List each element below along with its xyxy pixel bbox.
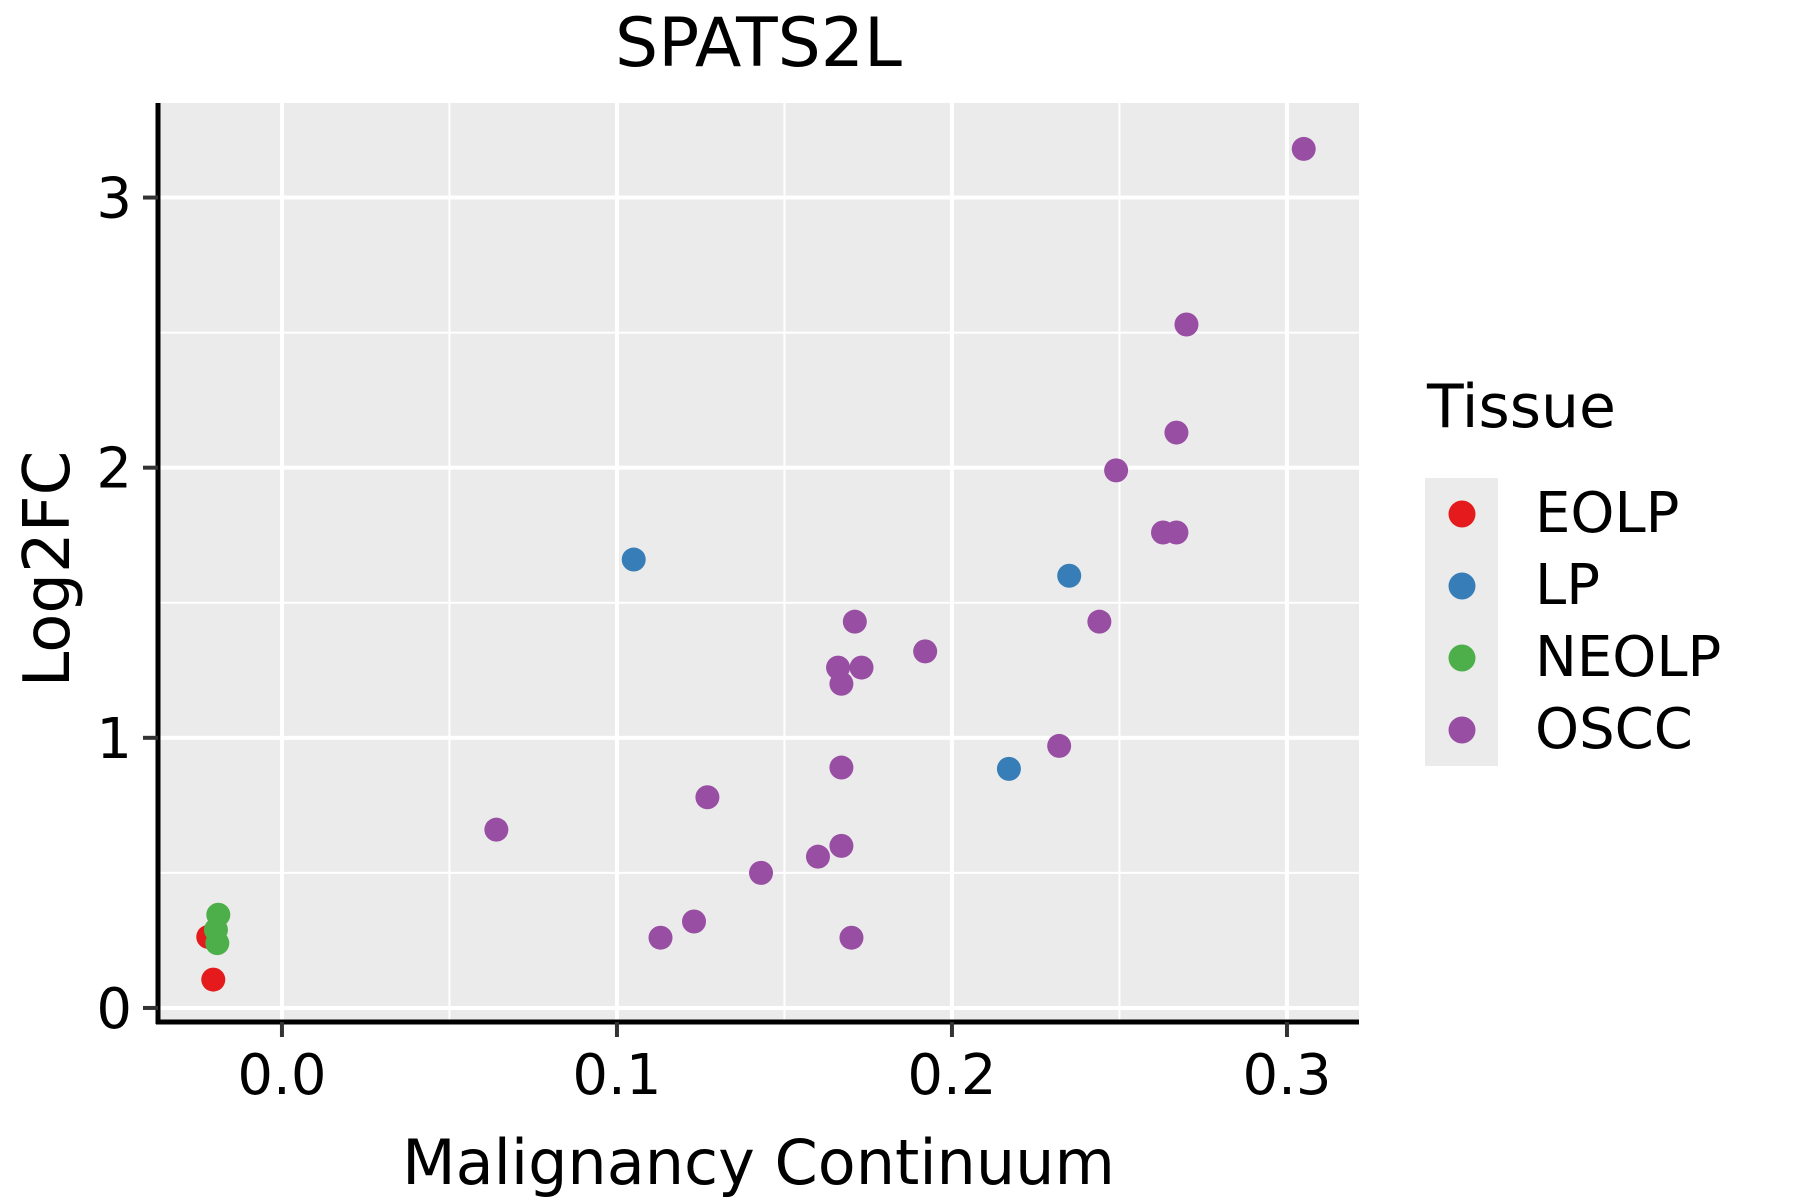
y-axis-title: Log2FC xyxy=(11,450,85,688)
data-point-OSCC xyxy=(484,817,509,842)
data-point-LP xyxy=(996,756,1021,781)
y-tick-label: 3 xyxy=(96,167,132,232)
data-point-OSCC xyxy=(695,785,720,810)
x-tick-label: 0.0 xyxy=(237,1043,326,1108)
legend-title: Tissue xyxy=(1427,372,1616,442)
legend-item-OSCC: OSCC xyxy=(1425,694,1721,766)
y-tick-label: 0 xyxy=(96,977,132,1042)
legend-dot-icon xyxy=(1448,572,1475,600)
data-point-OSCC xyxy=(829,833,854,858)
x-tick-label: 0.3 xyxy=(1242,1043,1331,1108)
data-point-OSCC xyxy=(1164,420,1189,445)
legend-label: EOLP xyxy=(1535,481,1680,546)
legend-key-NEOLP xyxy=(1425,622,1498,694)
legend-label: OSCC xyxy=(1535,697,1693,762)
data-point-OSCC xyxy=(648,925,673,950)
legend-item-EOLP: EOLP xyxy=(1425,478,1721,550)
legend-dot-icon xyxy=(1448,500,1475,528)
data-point-OSCC xyxy=(749,860,774,885)
legend-key-LP xyxy=(1425,550,1498,622)
data-point-OSCC xyxy=(1047,733,1072,758)
data-point-OSCC xyxy=(829,671,854,696)
x-tick-label: 0.1 xyxy=(572,1043,661,1108)
legend-key-OSCC xyxy=(1425,694,1498,766)
x-tick-label: 0.2 xyxy=(907,1043,996,1108)
data-point-OSCC xyxy=(849,655,874,680)
data-point-LP xyxy=(1057,563,1082,588)
legend-dot-icon xyxy=(1448,716,1475,744)
chart-title: SPATS2L xyxy=(615,4,902,83)
data-point-OSCC xyxy=(805,844,830,869)
data-point-EOLP xyxy=(201,967,226,992)
legend-item-LP: LP xyxy=(1425,550,1721,622)
legend-item-NEOLP: NEOLP xyxy=(1425,622,1721,694)
data-point-OSCC xyxy=(1291,136,1316,161)
data-point-NEOLP xyxy=(205,931,230,956)
data-point-LP xyxy=(621,547,646,572)
legend-dot-icon xyxy=(1448,644,1475,672)
data-point-OSCC xyxy=(842,609,867,634)
data-point-OSCC xyxy=(1174,312,1199,337)
y-tick-label: 1 xyxy=(96,707,132,772)
data-point-OSCC xyxy=(1087,609,1112,634)
data-point-OSCC xyxy=(829,755,854,780)
y-tick-label: 2 xyxy=(96,437,132,502)
data-point-OSCC xyxy=(1104,458,1129,483)
legend-label: NEOLP xyxy=(1535,625,1722,690)
data-point-OSCC xyxy=(839,925,864,950)
legend-key-EOLP xyxy=(1425,478,1498,550)
x-axis-title: Malignancy Continuum xyxy=(402,1126,1115,1199)
data-point-OSCC xyxy=(682,909,707,934)
legend-label: LP xyxy=(1535,553,1600,618)
legend-rows: EOLP LP NEOLP OSCC xyxy=(1425,478,1721,766)
data-point-OSCC xyxy=(1164,520,1189,545)
data-point-OSCC xyxy=(913,639,938,664)
legend: Tissue EOLP LP NEOLP OSCC xyxy=(1425,372,1721,766)
